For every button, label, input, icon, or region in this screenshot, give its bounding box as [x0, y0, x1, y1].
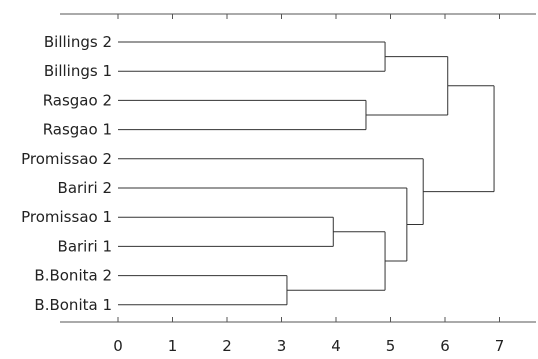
- leaf-label: Rasgao 2: [43, 91, 112, 109]
- leaf-label: Promissao 2: [21, 150, 112, 168]
- x-tick-label: 3: [277, 337, 287, 355]
- leaf-label: Bariri 1: [58, 237, 112, 255]
- x-tick-label: 5: [386, 337, 396, 355]
- leaf-labels: Billings 2 Billings 1 Rasgao 2 Rasgao 1 Prom…: [21, 33, 112, 314]
- leaf-label: Billings 1: [44, 62, 112, 80]
- bottom-axis: 0 1 2 3 4 5 6 7: [60, 317, 536, 355]
- x-tick-label: 4: [331, 337, 341, 355]
- leaf-label: Billings 2: [44, 33, 112, 51]
- x-tick-label: 0: [113, 337, 123, 355]
- leaf-label: Promissao 1: [21, 208, 112, 226]
- leaf-label: B.Bonita 2: [34, 267, 112, 285]
- leaf-label: B.Bonita 1: [34, 296, 112, 314]
- x-tick-label: 6: [440, 337, 450, 355]
- leaf-label: Rasgao 1: [43, 121, 112, 139]
- top-axis: [60, 13, 536, 19]
- x-tick-label: 7: [495, 337, 505, 355]
- leaf-label: Bariri 2: [58, 179, 112, 197]
- x-tick-label: 2: [222, 337, 232, 355]
- x-tick-label: 1: [168, 337, 178, 355]
- dendrogram-links: [118, 41, 495, 306]
